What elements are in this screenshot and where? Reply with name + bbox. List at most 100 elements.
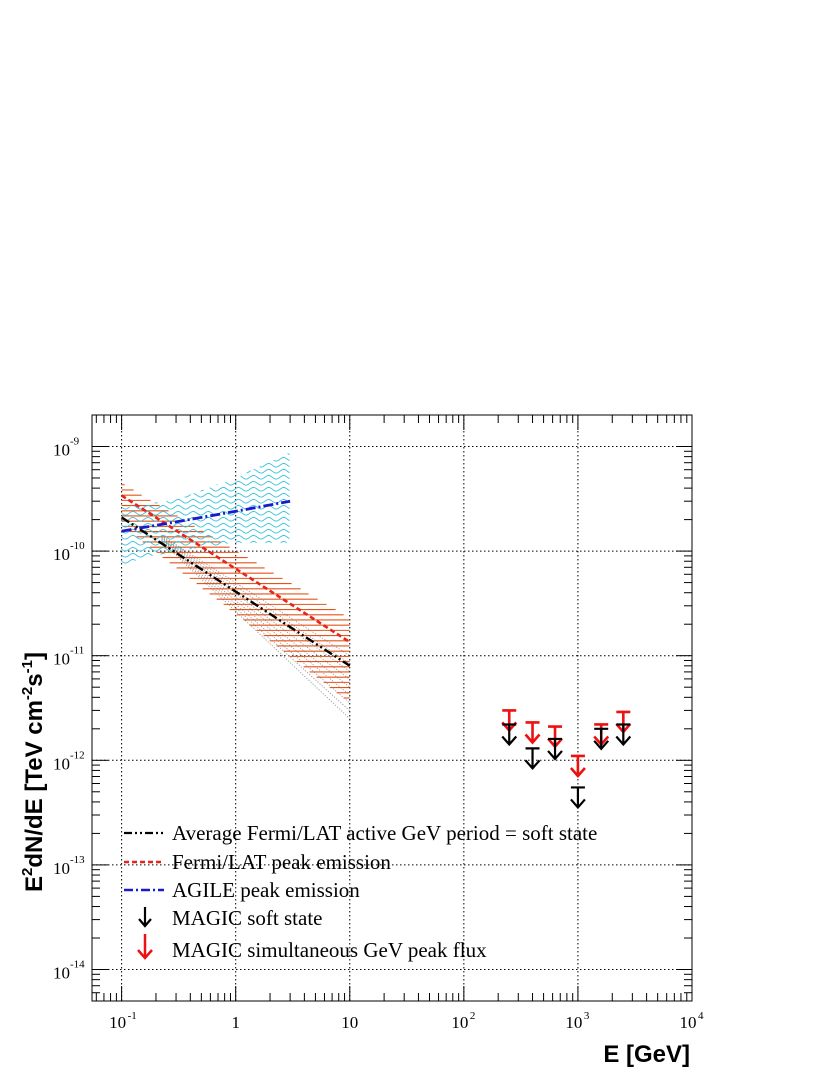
y-tick-label: 10 -11 (53, 645, 84, 669)
magic-soft-upper-limit (547, 737, 563, 761)
magic-soft-upper-limit (501, 723, 518, 747)
y-tick-label: 10 -10 (53, 540, 85, 564)
y-tick-base: 10 (53, 754, 70, 773)
magic-soft-upper-limit (570, 786, 586, 810)
plot-frame (91, 414, 693, 1002)
fermi-average-band-line (161, 535, 351, 657)
y-tick-label: 10 -9 (53, 435, 80, 459)
agile-band-wave (121, 535, 290, 540)
y-title-part-3: dN/dE [TeV cm (21, 700, 48, 868)
x-tick-label: 10 2 (451, 1010, 475, 1032)
agile-peak-line (121, 499, 291, 533)
y-tick-base: 10 (53, 440, 70, 459)
agile-band-wave (200, 487, 290, 492)
legend-entry-magic-soft: MAGIC soft state (138, 906, 323, 930)
legend-entry-agile-peak: AGILE peak emission (124, 878, 360, 902)
x-tick-base: 10 (109, 1013, 126, 1032)
fermi-average-band-line (161, 537, 351, 680)
y-tick-base: 10 (53, 545, 70, 564)
x-tick-exponent: 2 (470, 1010, 476, 1022)
legend-label-magic-peak: MAGIC simultaneous GeV peak flux (172, 938, 487, 962)
agile-band-wave (154, 499, 290, 504)
error-bands (121, 453, 351, 720)
legend-symbol-magic-peak (137, 934, 153, 960)
x-tick-exponent: 3 (584, 1010, 590, 1022)
fermi-average-line (120, 516, 351, 667)
y-tick-label: 10 -13 (53, 854, 85, 878)
y-tick-exponent: -10 (70, 540, 85, 552)
agile-band-wave (121, 547, 196, 552)
agile-band-wave (273, 457, 290, 462)
magic-soft-upper-limit (593, 727, 610, 751)
y-tick-exponent: -12 (70, 749, 85, 761)
y-title-part-5: s (21, 673, 48, 686)
y-tick-label: 10 -14 (53, 959, 85, 983)
legend-entry-magic-peak: MAGIC simultaneous GeV peak flux (137, 934, 487, 962)
magic-soft-upper-limit (524, 747, 541, 771)
y-tick-base: 10 (53, 859, 70, 878)
agile-band-wave (287, 453, 290, 456)
x-tick-base: 1 (231, 1013, 240, 1032)
legend-symbol-magic-soft (138, 907, 152, 928)
agile-band-wave (121, 529, 290, 534)
magic-peak-upper-limit (524, 721, 541, 745)
y-tick-label: 10 -12 (53, 749, 85, 773)
agile-band-wave (184, 493, 290, 498)
x-tick-base: 10 (341, 1013, 358, 1032)
agile-band-wave (121, 541, 287, 546)
axis-ticks (92, 414, 693, 1002)
x-tick-base: 10 (565, 1013, 582, 1032)
y-axis-title: E2dN/dE [TeV cm-2s-1] (19, 652, 48, 892)
fermi-average-band-line (161, 540, 351, 712)
agile-band-wave (121, 523, 290, 528)
y-title-part-6: -1 (19, 660, 36, 673)
y-tick-base: 10 (53, 964, 70, 983)
agile-band-wave (259, 463, 290, 468)
y-tick-exponent: -13 (70, 854, 85, 866)
agile-band-wave (240, 475, 290, 480)
upper-limits (501, 709, 632, 810)
y-title-part-2: 2 (19, 868, 36, 876)
model-lines (120, 494, 351, 667)
x-tick-base: 10 (680, 1013, 697, 1032)
fermi-average-band-line (161, 541, 351, 720)
magic-soft-upper-limit (615, 723, 632, 747)
magic-peak-upper-limit (569, 754, 586, 778)
x-tick-label: 10 3 (565, 1010, 590, 1032)
x-axis-title: E [GeV] (603, 1041, 690, 1068)
legend-label-fermi-peak: Fermi/LAT peak emission (172, 850, 391, 874)
agile-band-wave (121, 553, 165, 558)
grid (92, 415, 692, 1001)
x-tick-exponent: 4 (698, 1010, 704, 1022)
x-tick-label: 10 4 (680, 1010, 705, 1032)
legend-label-fermi-average: Average Fermi/LAT active GeV period = so… (172, 821, 597, 845)
agile-band-wave (122, 505, 290, 510)
y-title-part-7: ] (21, 652, 48, 660)
x-tick-base: 10 (451, 1013, 468, 1032)
y-tick-exponent: -9 (70, 435, 80, 447)
legend-entry-fermi-peak: Fermi/LAT peak emission (124, 850, 391, 874)
legend-entry-fermi-average: Average Fermi/LAT active GeV period = so… (124, 821, 597, 845)
x-tick-label: 1 (231, 1013, 240, 1032)
legend: Average Fermi/LAT active GeV period = so… (124, 821, 597, 962)
legend-label-magic-soft: MAGIC soft state (172, 906, 323, 930)
y-tick-exponent: -14 (70, 959, 85, 971)
fermi-average-band-line (161, 538, 351, 688)
y-tick-exponent: -11 (70, 645, 84, 657)
agile-band-wave (121, 511, 290, 516)
agile-band-wave (121, 559, 136, 564)
fermi-average-band-line (161, 539, 351, 704)
x-tick-label: 10 -1 (109, 1010, 137, 1032)
fermi-average-band-line (161, 535, 351, 664)
y-title-part-1: E (21, 876, 48, 892)
y-tick-base: 10 (53, 650, 70, 669)
agile-band-wave (216, 481, 290, 486)
y-title-part-4: -2 (19, 687, 36, 700)
x-tick-label: 10 (341, 1013, 358, 1032)
x-tick-exponent: -1 (128, 1010, 137, 1022)
fermi-peak-line (120, 494, 351, 644)
agile-band-wave (246, 469, 290, 474)
agile-band-wave (121, 517, 290, 522)
